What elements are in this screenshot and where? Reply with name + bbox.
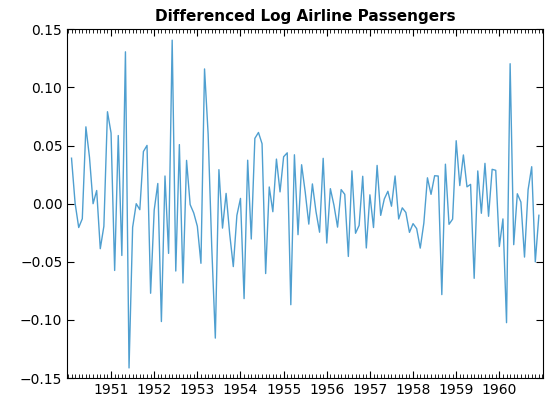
Title: Differenced Log Airline Passengers: Differenced Log Airline Passengers	[155, 9, 455, 24]
